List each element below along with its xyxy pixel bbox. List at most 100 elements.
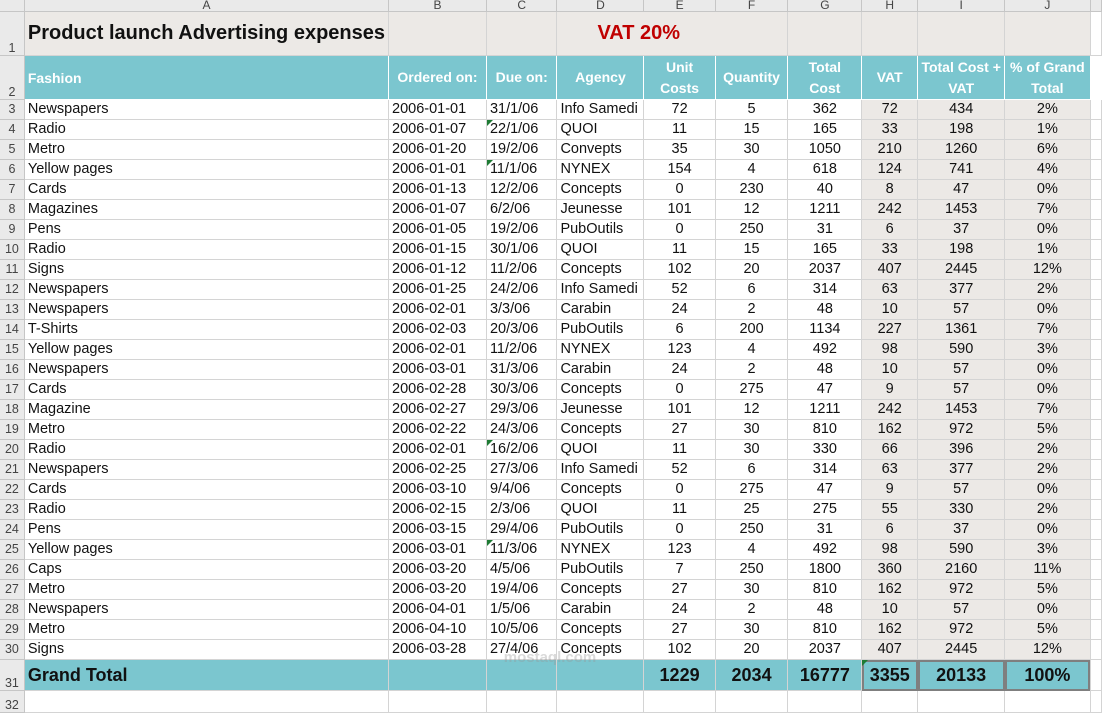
- cell-due-on[interactable]: 19/4/06: [486, 579, 558, 600]
- cell-fashion[interactable]: Signs: [24, 639, 390, 660]
- cell-unit-costs[interactable]: 52: [643, 279, 716, 300]
- cell-pct-grand-total[interactable]: 7%: [1004, 199, 1091, 220]
- row-header[interactable]: 1: [0, 11, 25, 56]
- cell-pct-grand-total[interactable]: 2%: [1004, 99, 1091, 120]
- cell-B1[interactable]: [388, 11, 487, 56]
- cell-total-cost[interactable]: 1800: [787, 559, 863, 580]
- total-blank-d[interactable]: [556, 659, 645, 691]
- cell-quantity[interactable]: 4: [715, 339, 789, 360]
- cell-pct-grand-total[interactable]: 0%: [1004, 479, 1091, 500]
- cell-total-cost[interactable]: 47: [787, 479, 863, 500]
- cell-unit-costs[interactable]: 27: [643, 619, 716, 640]
- cell-quantity[interactable]: 25: [715, 499, 789, 520]
- cell-pct-grand-total[interactable]: 5%: [1004, 619, 1091, 640]
- cell-vat[interactable]: 66: [861, 439, 919, 460]
- cell-vat[interactable]: 210: [861, 139, 919, 160]
- cell-ordered-on[interactable]: 2006-02-25: [388, 459, 487, 480]
- cell-ordered-on[interactable]: 2006-01-12: [388, 259, 487, 280]
- cell-ordered-on[interactable]: 2006-04-01: [388, 599, 487, 620]
- row-header[interactable]: 13: [0, 299, 25, 320]
- cell-vat[interactable]: 242: [861, 399, 919, 420]
- cell-unit-costs[interactable]: 24: [643, 299, 716, 320]
- cell-pct-grand-total[interactable]: 0%: [1004, 519, 1091, 540]
- cell-pct-grand-total[interactable]: 7%: [1004, 399, 1091, 420]
- header-total-cost[interactable]: Total Cost: [787, 55, 863, 100]
- cell-fashion[interactable]: Cards: [24, 179, 390, 200]
- cell-total-cost[interactable]: 492: [787, 339, 863, 360]
- row-header[interactable]: 20: [0, 439, 25, 460]
- cell-agency[interactable]: Concepts: [556, 419, 645, 440]
- cell-due-on[interactable]: 27/4/06: [486, 639, 558, 660]
- cell-due-on[interactable]: 11/1/06: [486, 159, 558, 180]
- cell-total-cost[interactable]: 492: [787, 539, 863, 560]
- cell-total-cost-vat[interactable]: 1361: [917, 319, 1006, 340]
- cell-ordered-on[interactable]: 2006-02-03: [388, 319, 487, 340]
- cell-quantity[interactable]: 250: [715, 219, 789, 240]
- cell-vat[interactable]: 6: [861, 219, 919, 240]
- cell-ordered-on[interactable]: 2006-02-01: [388, 299, 487, 320]
- header-fashion[interactable]: Fashion: [24, 55, 390, 100]
- cell-pct-grand-total[interactable]: 0%: [1004, 359, 1091, 380]
- cell-agency[interactable]: QUOI: [556, 239, 645, 260]
- cell-total-cost-vat[interactable]: 972: [917, 419, 1006, 440]
- cell-agency[interactable]: PubOutils: [556, 559, 645, 580]
- cell-total-cost-vat[interactable]: 590: [917, 539, 1006, 560]
- cell-unit-costs[interactable]: 102: [643, 639, 716, 660]
- cell-vat[interactable]: 360: [861, 559, 919, 580]
- cell-agency[interactable]: NYNEX: [556, 159, 645, 180]
- cell-ordered-on[interactable]: 2006-01-07: [388, 119, 487, 140]
- cell-ordered-on[interactable]: 2006-01-07: [388, 199, 487, 220]
- cell-ordered-on[interactable]: 2006-03-28: [388, 639, 487, 660]
- cell-agency[interactable]: QUOI: [556, 499, 645, 520]
- cell-unit-costs[interactable]: 0: [643, 519, 716, 540]
- cell-unit-costs[interactable]: 0: [643, 219, 716, 240]
- cell-fashion[interactable]: Magazine: [24, 399, 390, 420]
- cell-ordered-on[interactable]: 2006-02-22: [388, 419, 487, 440]
- cell-vat[interactable]: 227: [861, 319, 919, 340]
- row-header[interactable]: 28: [0, 599, 25, 620]
- total-blank-c[interactable]: [486, 659, 558, 691]
- cell-unit-costs[interactable]: 6: [643, 319, 716, 340]
- cell-agency[interactable]: Jeunesse: [556, 399, 645, 420]
- empty-cell[interactable]: [1004, 690, 1091, 713]
- cell-vat[interactable]: 162: [861, 419, 919, 440]
- cell-quantity[interactable]: 4: [715, 539, 789, 560]
- cell-ordered-on[interactable]: 2006-04-10: [388, 619, 487, 640]
- empty-cell[interactable]: [861, 690, 919, 713]
- row-header[interactable]: 27: [0, 579, 25, 600]
- cell-agency[interactable]: Concepts: [556, 619, 645, 640]
- header-pct-grand-total[interactable]: % of Grand Total: [1004, 55, 1091, 100]
- row-header[interactable]: 10: [0, 239, 25, 260]
- cell-pct-grand-total[interactable]: 6%: [1004, 139, 1091, 160]
- header-due-on[interactable]: Due on:: [486, 55, 558, 100]
- cell-total-cost[interactable]: 165: [787, 239, 863, 260]
- cell-total-cost[interactable]: 330: [787, 439, 863, 460]
- cell-agency[interactable]: PubOutils: [556, 219, 645, 240]
- cell-unit-costs[interactable]: 11: [643, 119, 716, 140]
- row-header[interactable]: 16: [0, 359, 25, 380]
- cell-agency[interactable]: NYNEX: [556, 339, 645, 360]
- cell-total-cost-vat[interactable]: 1453: [917, 399, 1006, 420]
- row-header[interactable]: 11: [0, 259, 25, 280]
- cell-due-on[interactable]: 11/2/06: [486, 339, 558, 360]
- empty-cell[interactable]: [643, 690, 716, 713]
- cell-agency[interactable]: Convepts: [556, 139, 645, 160]
- cell-quantity[interactable]: 30: [715, 419, 789, 440]
- cell-total-cost-vat[interactable]: 972: [917, 579, 1006, 600]
- cell-due-on[interactable]: 2/3/06: [486, 499, 558, 520]
- cell-unit-costs[interactable]: 7: [643, 559, 716, 580]
- row-header[interactable]: 9: [0, 219, 25, 240]
- cell-pct-grand-total[interactable]: 0%: [1004, 219, 1091, 240]
- cell-fashion[interactable]: Metro: [24, 419, 390, 440]
- cell-total-cost[interactable]: 40: [787, 179, 863, 200]
- cell-pct-grand-total[interactable]: 0%: [1004, 379, 1091, 400]
- total-vat[interactable]: 3355: [861, 659, 919, 691]
- empty-cell[interactable]: [715, 690, 789, 713]
- cell-agency[interactable]: Concepts: [556, 259, 645, 280]
- row-header[interactable]: 22: [0, 479, 25, 500]
- cell-unit-costs[interactable]: 72: [643, 99, 716, 120]
- cell-pct-grand-total[interactable]: 1%: [1004, 119, 1091, 140]
- cell-fashion[interactable]: Yellow pages: [24, 159, 390, 180]
- cell-quantity[interactable]: 5: [715, 99, 789, 120]
- row-header[interactable]: 6: [0, 159, 25, 180]
